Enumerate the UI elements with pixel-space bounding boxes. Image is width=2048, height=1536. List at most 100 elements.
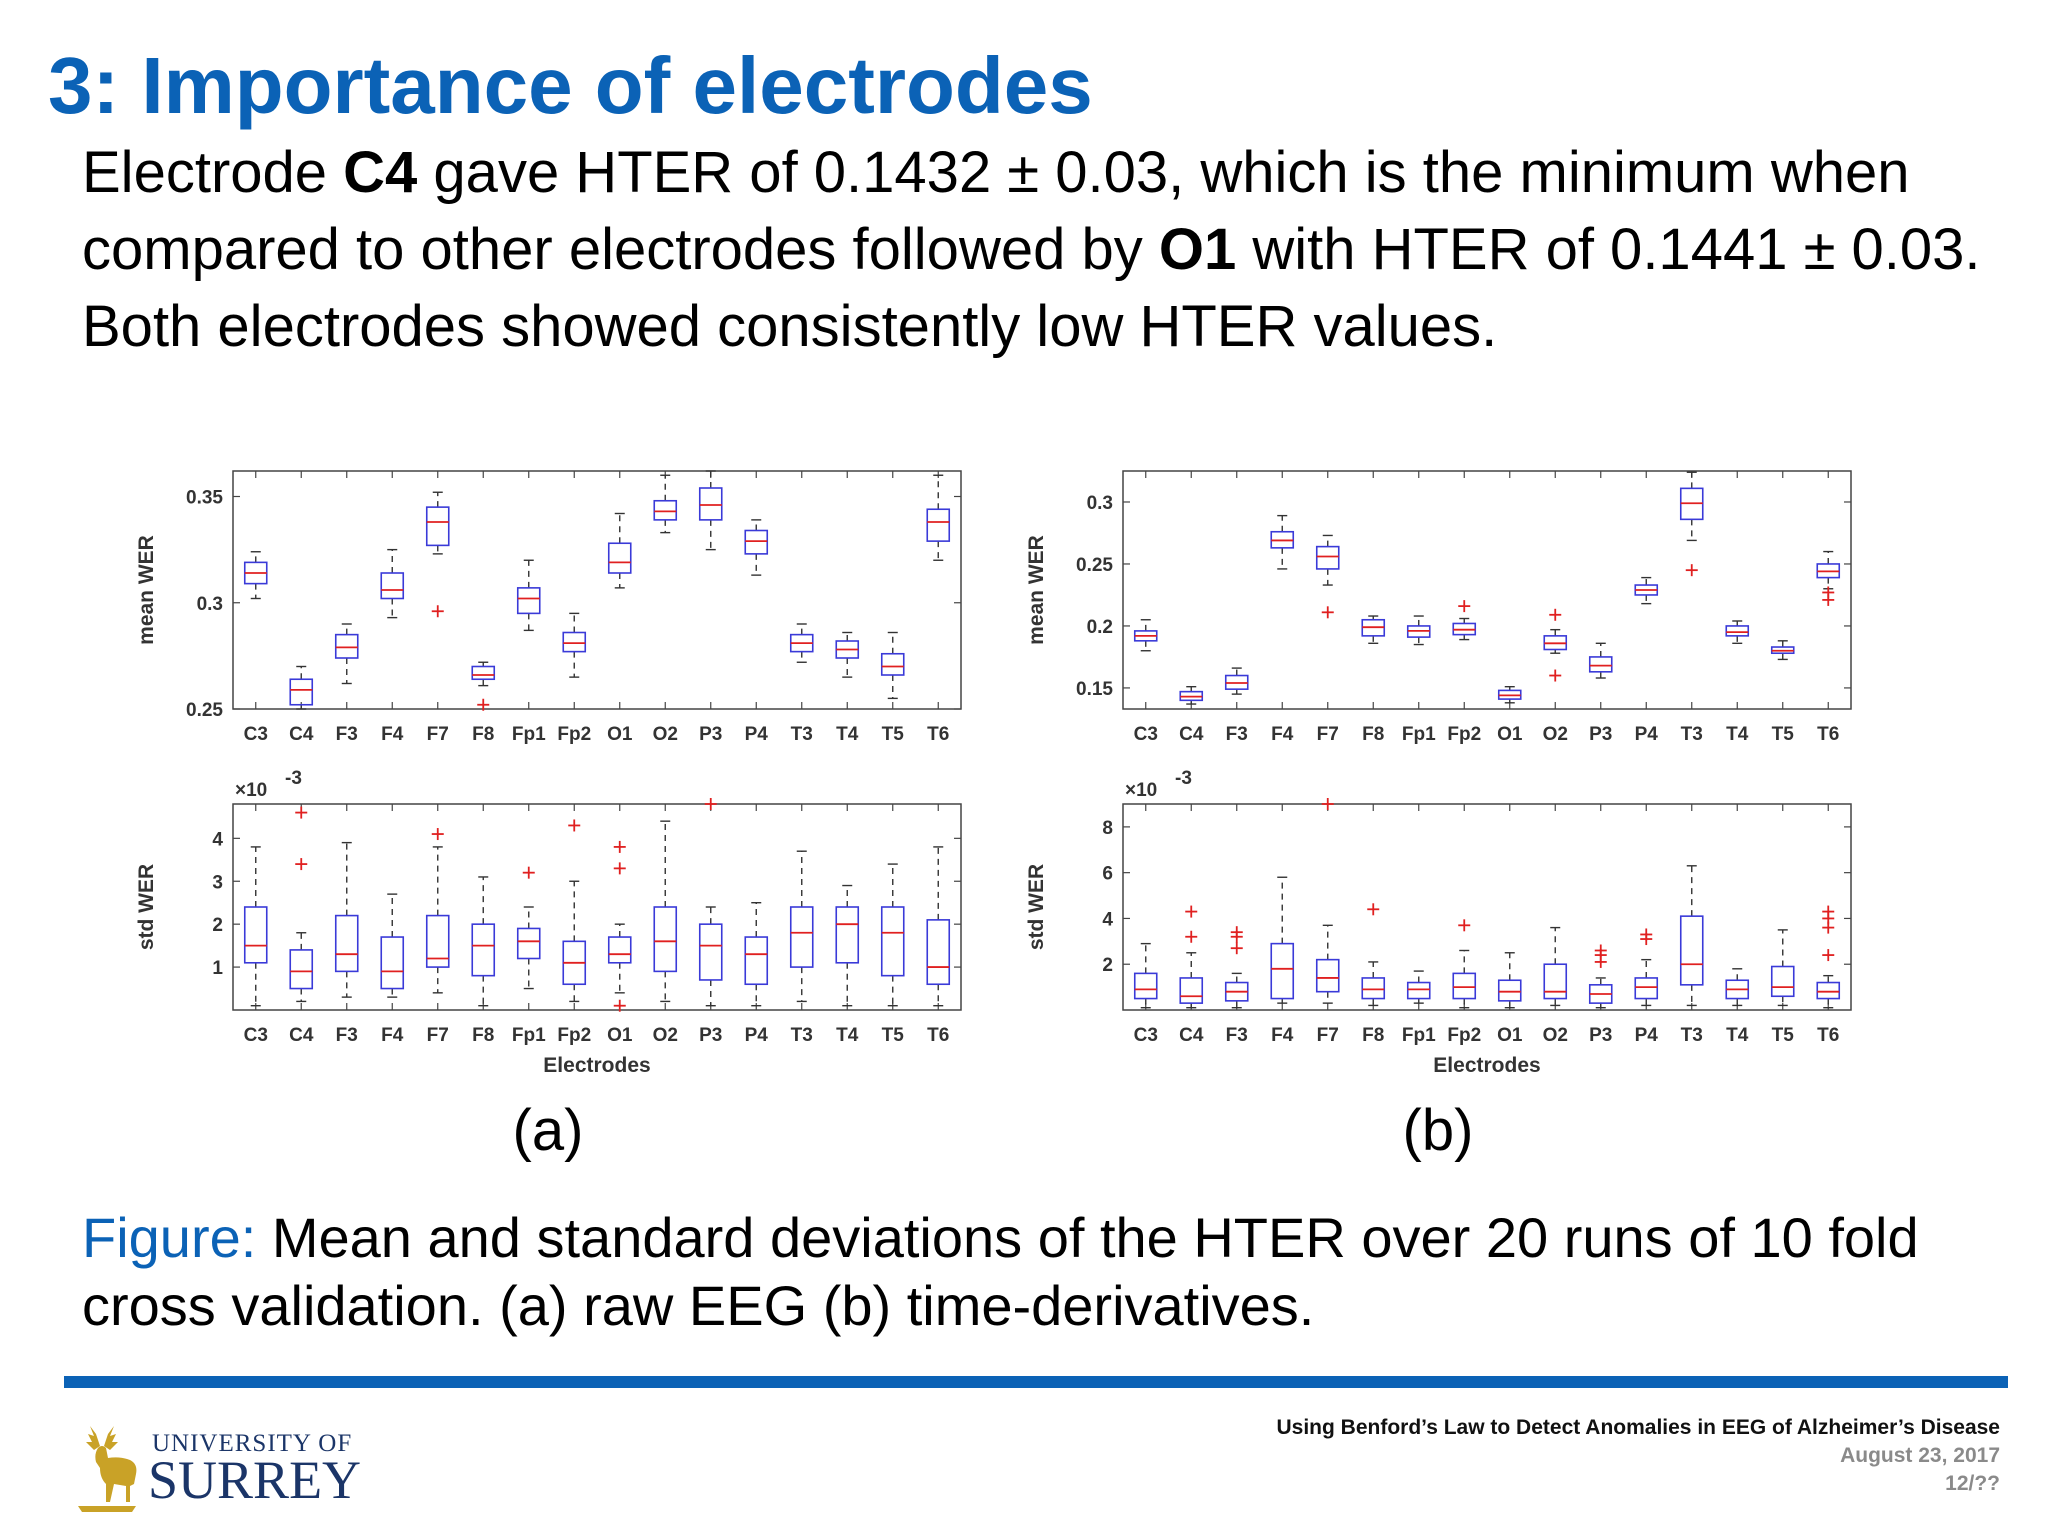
box-iqr bbox=[289, 949, 314, 990]
box-iqr bbox=[698, 487, 723, 521]
box-iqr bbox=[1406, 981, 1431, 1000]
x-tick-label: C4 bbox=[289, 724, 314, 745]
box-iqr bbox=[1361, 977, 1386, 1000]
y-tick-label: 4 bbox=[1102, 909, 1113, 930]
box-iqr bbox=[289, 678, 314, 706]
x-tick-label: F4 bbox=[1271, 1025, 1294, 1046]
y-multiplier: ×10 bbox=[235, 780, 267, 801]
y-tick-label: 3 bbox=[212, 872, 223, 893]
x-tick-label: T4 bbox=[1726, 1025, 1749, 1046]
x-axis-label: Electrodes bbox=[1433, 1054, 1540, 1077]
box-iqr bbox=[880, 652, 905, 676]
x-tick-label: C3 bbox=[244, 1025, 268, 1046]
box-iqr bbox=[425, 914, 450, 968]
y-multiplier-exponent: -3 bbox=[285, 768, 302, 789]
y-multiplier: ×10 bbox=[1125, 780, 1157, 801]
y-tick-label: 0.25 bbox=[186, 700, 223, 721]
box-iqr bbox=[471, 923, 496, 977]
x-tick-label: Fp2 bbox=[1447, 1025, 1481, 1046]
body-text-part: with HTER of 0.1441 ± 0.03. Both electro… bbox=[82, 217, 1981, 359]
x-tick-label: F4 bbox=[1271, 724, 1294, 745]
x-tick-label: T6 bbox=[927, 724, 949, 745]
x-tick-label: F4 bbox=[381, 1025, 404, 1046]
y-tick-label: 0.3 bbox=[1087, 493, 1113, 514]
x-tick-label: O1 bbox=[607, 724, 633, 745]
x-tick-label: Fp1 bbox=[1402, 724, 1436, 745]
x-tick-label: P3 bbox=[699, 1025, 722, 1046]
subfigure-label-a: (a) bbox=[513, 1098, 584, 1163]
box-iqr bbox=[1816, 981, 1841, 1000]
x-tick-label: Fp2 bbox=[557, 724, 591, 745]
x-tick-label: T3 bbox=[791, 1025, 813, 1046]
x-tick-label: T6 bbox=[1817, 724, 1839, 745]
x-tick-label: O1 bbox=[1497, 1025, 1523, 1046]
box-iqr bbox=[789, 906, 814, 968]
plot-frame bbox=[1122, 803, 1852, 1011]
x-tick-label: T4 bbox=[836, 724, 859, 745]
x-tick-label: P4 bbox=[745, 1025, 769, 1046]
x-tick-label: Fp1 bbox=[512, 1025, 546, 1046]
x-tick-label: Fp1 bbox=[512, 724, 546, 745]
box-iqr bbox=[926, 508, 951, 542]
plot-frame bbox=[232, 470, 962, 710]
x-tick-label: C3 bbox=[244, 724, 268, 745]
x-tick-label: T6 bbox=[927, 1025, 949, 1046]
y-tick-label: 0.25 bbox=[1076, 555, 1113, 576]
x-tick-label: O2 bbox=[1543, 1025, 1568, 1046]
y-tick-label: 2 bbox=[212, 915, 223, 936]
box-iqr bbox=[1315, 545, 1340, 570]
x-tick-label: T3 bbox=[791, 724, 813, 745]
x-tick-label: C4 bbox=[1179, 1025, 1204, 1046]
x-tick-label: P4 bbox=[745, 724, 769, 745]
box-iqr bbox=[607, 542, 632, 574]
box-iqr bbox=[880, 906, 905, 977]
x-tick-label: F8 bbox=[472, 1025, 494, 1046]
x-tick-label: Fp2 bbox=[1447, 724, 1481, 745]
box-iqr bbox=[607, 936, 632, 964]
x-tick-label: Fp2 bbox=[557, 1025, 591, 1046]
y-tick-label: 4 bbox=[212, 829, 223, 850]
logo-text-surrey: SURREY bbox=[148, 1450, 362, 1510]
y-tick-label: 6 bbox=[1102, 864, 1113, 885]
x-tick-label: P3 bbox=[1589, 724, 1612, 745]
x-tick-label: O2 bbox=[653, 1025, 678, 1046]
y-tick-label: 0.3 bbox=[197, 594, 223, 615]
box-iqr bbox=[516, 927, 541, 960]
x-tick-label: T3 bbox=[1681, 724, 1703, 745]
box-iqr bbox=[1679, 915, 1704, 986]
box-iqr bbox=[1270, 942, 1295, 1000]
x-tick-label: T6 bbox=[1817, 1025, 1839, 1046]
box-iqr bbox=[334, 633, 359, 659]
x-tick-label: F7 bbox=[427, 1025, 449, 1046]
x-tick-label: F3 bbox=[1226, 1025, 1248, 1046]
x-tick-label: F8 bbox=[472, 724, 494, 745]
x-tick-label: O2 bbox=[1543, 724, 1568, 745]
subfigure-label-b: (b) bbox=[1403, 1098, 1474, 1163]
y-axis-label: mean WER bbox=[1025, 535, 1048, 645]
box-iqr bbox=[1634, 977, 1659, 1000]
x-tick-label: T5 bbox=[882, 724, 905, 745]
x-tick-label: F8 bbox=[1362, 1025, 1384, 1046]
caption-label: Figure: bbox=[82, 1206, 257, 1269]
x-tick-label: F7 bbox=[1317, 1025, 1339, 1046]
stag-icon bbox=[78, 1426, 137, 1512]
box-iqr bbox=[1452, 972, 1477, 1000]
y-tick-label: 1 bbox=[212, 958, 223, 979]
footer-title: Using Benford’s Law to Detect Anomalies … bbox=[1276, 1416, 2000, 1439]
x-tick-label: C4 bbox=[1179, 724, 1204, 745]
x-tick-label: F8 bbox=[1362, 724, 1384, 745]
y-tick-label: 0.15 bbox=[1076, 679, 1113, 700]
x-tick-label: P3 bbox=[1589, 1025, 1612, 1046]
y-axis-label: std WER bbox=[1025, 864, 1048, 950]
university-logo: UNIVERSITY OF SURREY bbox=[70, 1418, 370, 1518]
box-iqr bbox=[1588, 656, 1613, 673]
x-tick-label: F4 bbox=[381, 724, 404, 745]
x-tick-label: T4 bbox=[836, 1025, 859, 1046]
x-tick-label: C4 bbox=[289, 1025, 314, 1046]
box-iqr bbox=[516, 587, 541, 615]
y-multiplier-exponent: -3 bbox=[1175, 768, 1192, 789]
box-iqr bbox=[1543, 963, 1568, 1000]
x-axis-label: Electrodes bbox=[543, 1054, 650, 1077]
box-iqr bbox=[926, 919, 951, 986]
box-iqr bbox=[334, 914, 359, 973]
